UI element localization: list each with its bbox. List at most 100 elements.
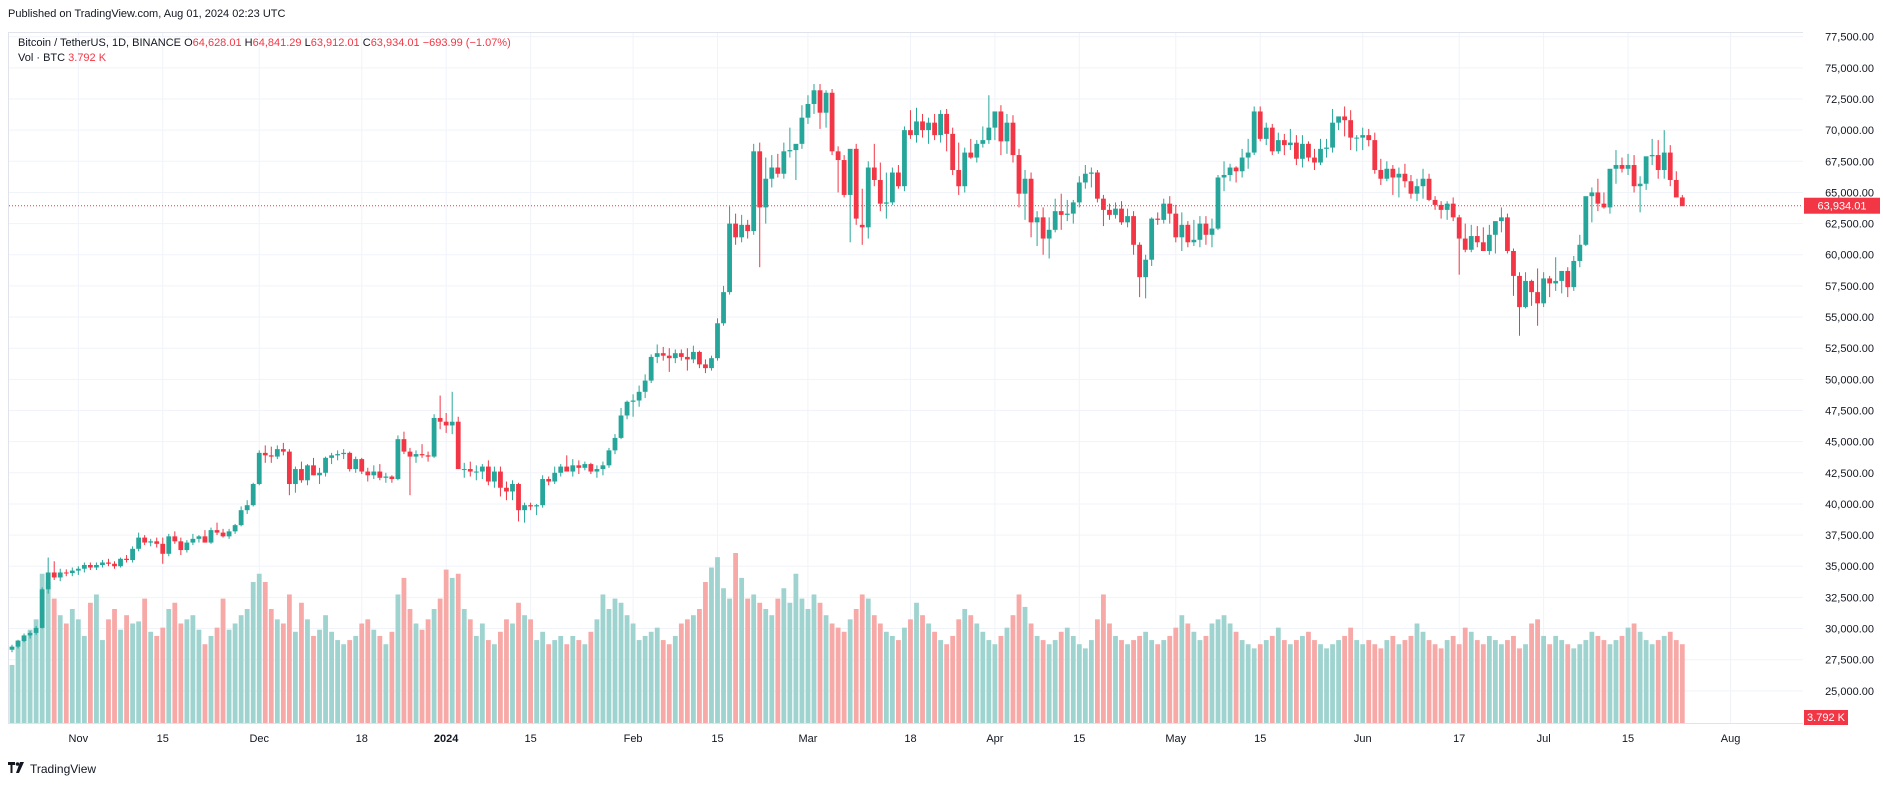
candle-body <box>769 167 775 179</box>
candle-body <box>293 469 298 485</box>
candle-body <box>516 484 521 511</box>
candle-body <box>268 455 274 457</box>
volume-bar <box>1233 631 1239 723</box>
volume-bar <box>220 598 226 723</box>
volume-bar <box>1149 640 1155 723</box>
volume-label[interactable]: Vol · BTC <box>18 52 66 64</box>
candle-body <box>443 421 449 426</box>
volume-bar <box>1245 644 1251 723</box>
volume-bar <box>1342 635 1348 723</box>
time-axis-ticks: Nov 15 Dec 18 2024 15 Feb 15 Mar 18 Apr 15 May 15 Jun 1… <box>69 733 1741 745</box>
last-price-badge <box>1804 197 1880 214</box>
volume-bar <box>196 629 202 723</box>
volume-bar <box>932 631 937 723</box>
volume-bar <box>238 615 244 723</box>
volume-bar <box>1613 640 1619 723</box>
volume-bar <box>618 602 624 723</box>
y-tick-label: 50,000.00 <box>1825 374 1874 386</box>
candle-body <box>329 455 334 458</box>
y-tick-label: 55,000.00 <box>1825 312 1874 324</box>
volume-bar <box>823 615 829 723</box>
candle-body <box>1499 217 1504 222</box>
candle-body <box>1396 173 1402 178</box>
candle-body <box>21 635 27 642</box>
candle-body <box>588 464 594 472</box>
volume-bar <box>154 635 160 723</box>
candle-body <box>1137 244 1143 278</box>
volume-bar <box>1667 631 1673 723</box>
y-tick-label: 35,000.00 <box>1825 561 1874 573</box>
volume-bar <box>202 644 208 723</box>
candle-body <box>1119 208 1124 223</box>
volume-bar <box>1372 644 1378 723</box>
candle-body <box>1028 178 1034 223</box>
volume-bar <box>588 631 594 723</box>
candle-body <box>377 471 383 478</box>
y-tick-label: 77,500.00 <box>1825 32 1874 44</box>
candle-body <box>1559 270 1565 281</box>
candle-body <box>624 401 630 416</box>
chart-pane[interactable] <box>8 32 1803 724</box>
candle-body <box>1257 111 1263 139</box>
candle-body <box>1342 116 1348 121</box>
volume-bar <box>612 598 618 723</box>
x-tick-label: 15 <box>1254 733 1266 745</box>
volume-bar <box>1082 648 1088 723</box>
candle-body <box>492 471 497 482</box>
candle-body <box>425 455 431 457</box>
symbol-name[interactable]: Bitcoin / TetherUS, 1D, BINANCE <box>18 37 182 49</box>
candle-body <box>1402 173 1408 182</box>
candle-body <box>1384 168 1390 179</box>
candle-body <box>1022 178 1028 194</box>
candle-body <box>1107 209 1112 215</box>
candle-body <box>1300 143 1305 159</box>
y-tick-label: 47,500.00 <box>1825 405 1874 417</box>
low-label: L <box>304 37 311 49</box>
candle-body <box>908 130 913 136</box>
candle-body <box>1095 172 1100 199</box>
volume-bar <box>377 635 383 723</box>
candle-body <box>883 202 889 204</box>
volume-bar <box>938 640 944 723</box>
candle-body <box>208 530 214 543</box>
candle-body <box>1281 140 1287 146</box>
candle-body <box>1511 251 1516 276</box>
volume-bar <box>69 608 75 723</box>
candle-body <box>1414 186 1420 194</box>
volume-bar <box>244 608 250 723</box>
candle-body <box>94 565 99 568</box>
footer-brand[interactable]: TradingView <box>8 762 96 776</box>
candle-body <box>757 151 763 208</box>
candle-body <box>636 391 642 401</box>
candle-body <box>817 90 823 113</box>
candle-body <box>112 563 117 567</box>
volume-bar <box>787 602 793 723</box>
volume-bar <box>871 615 877 723</box>
volume-bar <box>745 598 751 723</box>
candle-body <box>1318 148 1323 163</box>
volume-bar <box>926 623 931 723</box>
volume-bar <box>678 623 684 723</box>
candle-body <box>172 536 178 542</box>
candle-body <box>727 223 732 293</box>
chart-legend: Bitcoin / TetherUS, 1D, BINANCE O64,628.… <box>18 36 511 66</box>
candle-body <box>130 548 135 561</box>
volume-bar <box>27 629 33 723</box>
volume-bar <box>1679 644 1685 723</box>
volume-bar <box>485 640 491 723</box>
candle-body <box>461 469 467 471</box>
volume-bar <box>920 615 925 723</box>
x-tick-label: 15 <box>1073 733 1085 745</box>
candle-body <box>932 122 937 136</box>
volume-bar <box>359 623 365 723</box>
candle-body <box>787 150 793 152</box>
candle-body <box>1354 137 1360 139</box>
x-tick-label: Nov <box>69 733 89 745</box>
candle-body <box>1366 135 1372 141</box>
candle-body <box>1046 229 1052 239</box>
candle-body <box>1607 168 1613 208</box>
candle-body <box>1589 192 1595 197</box>
open-label: O <box>184 37 193 49</box>
candle-body <box>968 152 974 158</box>
